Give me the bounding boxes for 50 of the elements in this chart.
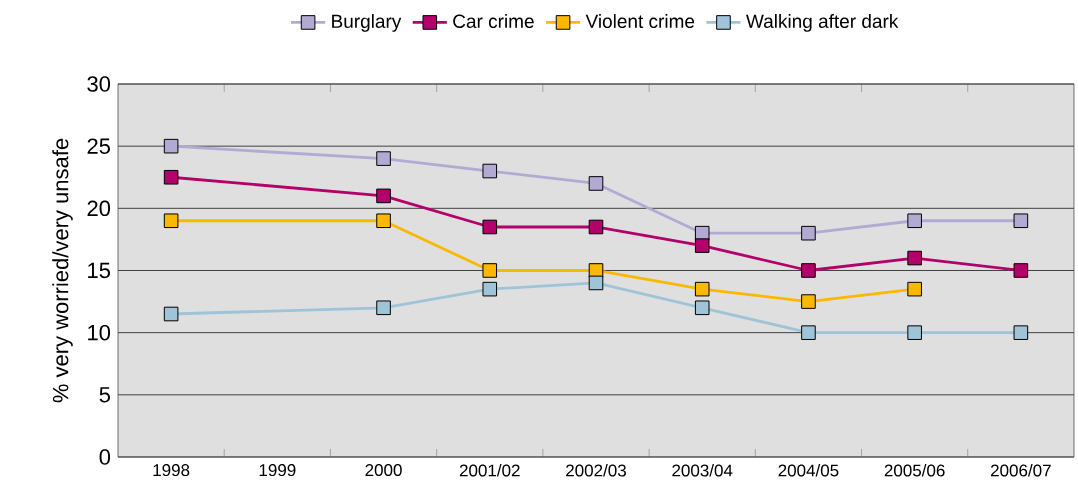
x-tick-label: 2000 [365, 464, 402, 477]
point [907, 213, 922, 229]
point [588, 176, 604, 191]
point [801, 225, 816, 241]
point [694, 281, 710, 297]
point [801, 263, 816, 278]
point [482, 281, 498, 297]
y-tick-label: 0 [99, 449, 111, 465]
y-axis-title: % very worried/very unsafe [52, 138, 73, 403]
y-tick-label: 15 [88, 262, 110, 279]
x-tick-label: 1999 [259, 464, 296, 477]
point [694, 300, 710, 316]
legend-label: Car crime [453, 14, 534, 29]
x-tick-label: 2002/03 [566, 464, 626, 477]
point [801, 294, 816, 309]
point [163, 169, 179, 185]
legend-label: Violent crime [585, 14, 695, 29]
x-tick-label: 2005/06 [884, 464, 945, 477]
legend-label: Burglary [332, 14, 402, 32]
y-tick-label: 30 [87, 76, 111, 92]
point [588, 275, 604, 291]
point [376, 300, 391, 316]
y-tick-label: 20 [87, 200, 111, 217]
point [1013, 325, 1029, 340]
point [163, 213, 179, 229]
x-tick-label: 2003/04 [672, 464, 733, 477]
x-tick-label: 2001/02 [459, 464, 520, 477]
point [482, 219, 498, 235]
point [482, 163, 498, 179]
point [482, 263, 498, 278]
point [694, 238, 710, 253]
point [1013, 263, 1029, 278]
point [376, 213, 391, 229]
y-tick-label: 25 [87, 138, 110, 154]
point [907, 281, 922, 297]
x-tick-label: 1998 [153, 464, 190, 477]
point [1013, 213, 1029, 229]
x-tick-label: 2004/05 [778, 464, 839, 477]
point [907, 325, 922, 340]
point [907, 250, 922, 266]
point [588, 219, 604, 235]
point [376, 151, 391, 166]
legend-label: Walking after dark [746, 14, 899, 32]
y-tick-label: 5 [99, 387, 110, 403]
point [376, 188, 391, 204]
y-tick-label: 10 [88, 324, 111, 341]
point [801, 325, 816, 340]
point [163, 138, 179, 154]
x-tick-label: 2006/07 [990, 464, 1051, 477]
point [163, 306, 179, 322]
